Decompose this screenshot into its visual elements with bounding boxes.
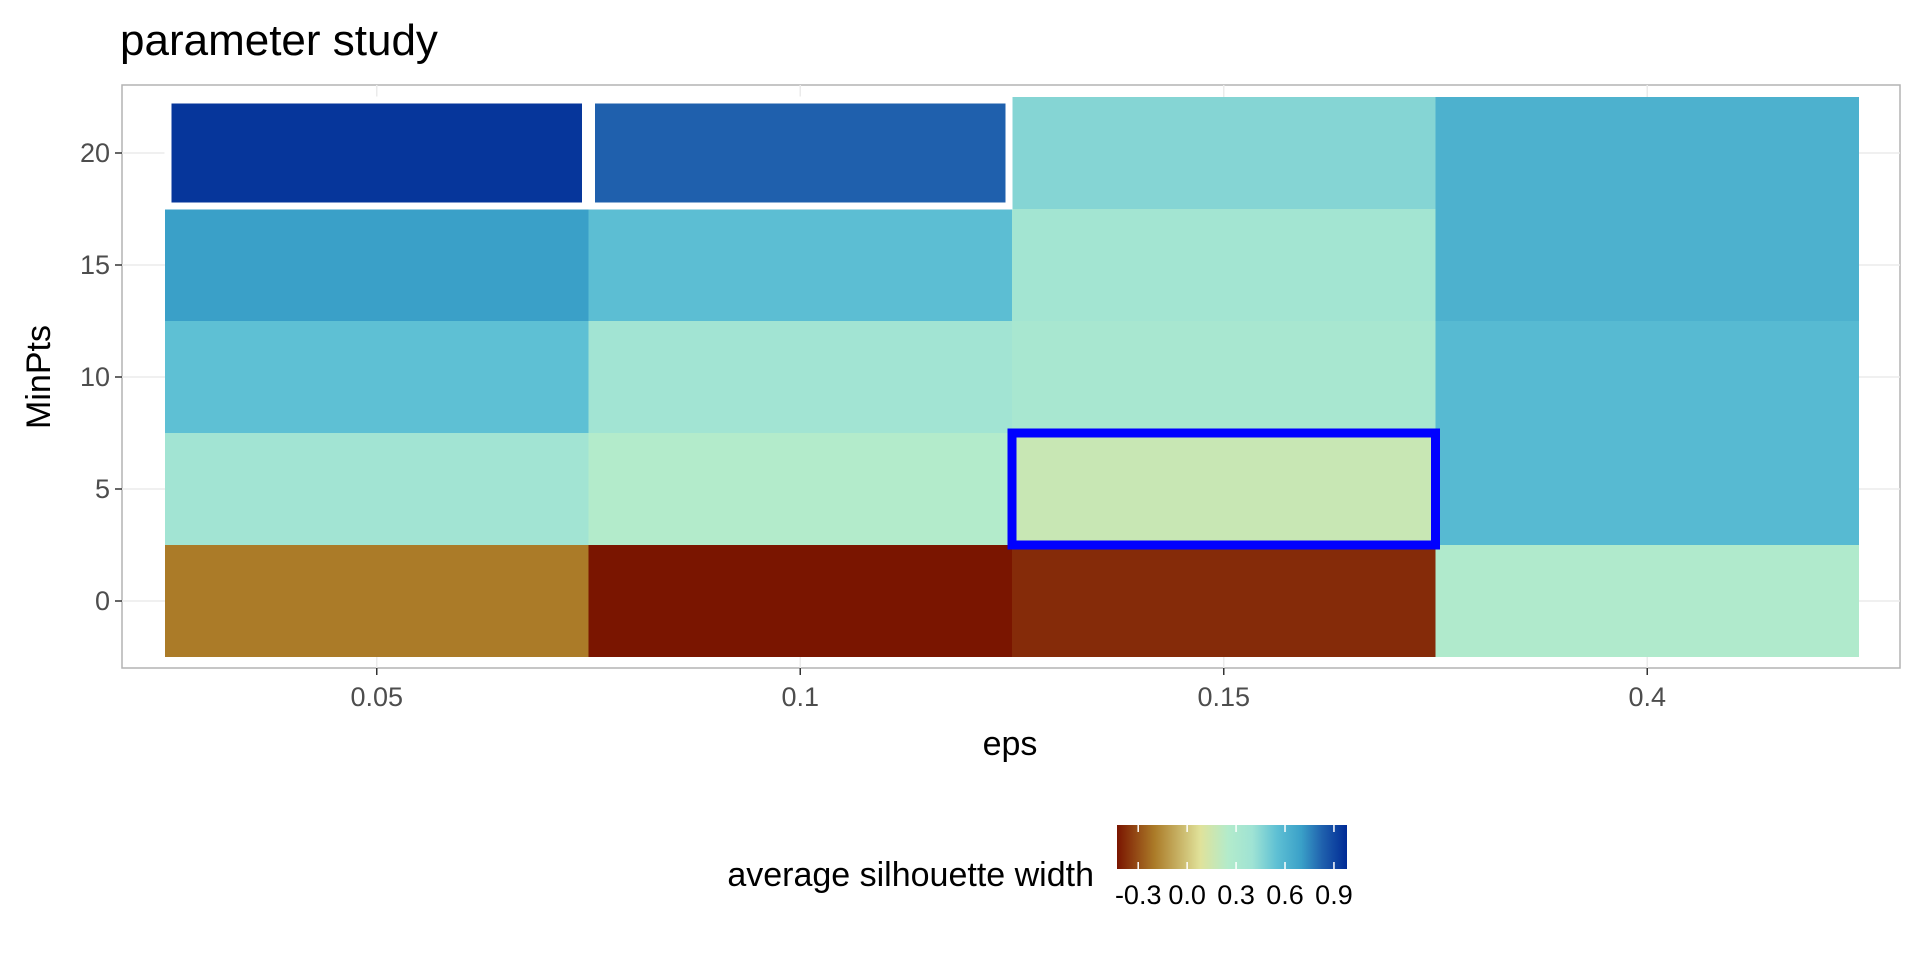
heatmap-cell bbox=[165, 433, 589, 545]
legend-colorbar bbox=[1117, 825, 1347, 869]
heatmap-cell bbox=[1435, 545, 1859, 657]
legend-tick-label: 0.6 bbox=[1266, 880, 1304, 910]
heatmap-cell bbox=[165, 545, 589, 657]
legend-tick-label: 0.3 bbox=[1217, 880, 1255, 910]
heatmap-cell bbox=[165, 209, 589, 321]
legend-ticks: -0.3 0.0 0.3 0.6 0.9 bbox=[1115, 825, 1353, 910]
highlight-box-blue bbox=[1007, 428, 1440, 550]
y-tick-label: 20 bbox=[80, 138, 110, 168]
heatmap-cell bbox=[588, 545, 1012, 657]
heatmap-cells bbox=[165, 97, 1859, 657]
legend-tick-label: -0.3 bbox=[1115, 880, 1162, 910]
heatmap-cell bbox=[588, 321, 1012, 433]
y-tick-label: 15 bbox=[80, 250, 110, 280]
heatmap-cell bbox=[165, 321, 589, 433]
x-tick-label: 0.4 bbox=[1628, 682, 1666, 712]
x-axis-title: eps bbox=[983, 725, 1038, 763]
heatmap-cell bbox=[1435, 321, 1859, 545]
heatmap-cell bbox=[588, 209, 1012, 321]
heatmap-cell bbox=[1012, 545, 1436, 657]
heatmap-cell bbox=[1012, 209, 1436, 321]
highlight-box-white bbox=[588, 96, 1013, 210]
chart-title: parameter study bbox=[120, 16, 438, 65]
y-axis-ticks: 0 5 10 15 20 bbox=[80, 138, 122, 616]
heatmap-cell bbox=[1012, 433, 1436, 545]
y-axis-title: MinPts bbox=[20, 325, 58, 429]
heatmap-cell bbox=[1012, 97, 1436, 209]
heatmap-cell bbox=[1012, 321, 1436, 433]
legend-title: average silhouette width bbox=[727, 856, 1094, 894]
x-tick-label: 0.15 bbox=[1197, 682, 1250, 712]
highlight-boxes bbox=[164, 96, 1440, 550]
y-tick-label: 10 bbox=[80, 362, 110, 392]
highlight-box-white bbox=[164, 96, 589, 210]
heatmap-cell bbox=[588, 97, 1012, 209]
heatmap-cell bbox=[1435, 97, 1859, 321]
y-tick-label: 5 bbox=[95, 474, 110, 504]
y-tick-label: 0 bbox=[95, 586, 110, 616]
legend-tick-label: 0.9 bbox=[1315, 880, 1353, 910]
x-tick-label: 0.05 bbox=[350, 682, 403, 712]
legend-tick-label: 0.0 bbox=[1168, 880, 1206, 910]
x-axis-ticks: 0.05 0.1 0.15 0.4 bbox=[350, 668, 1666, 712]
heatmap-cell bbox=[588, 433, 1012, 545]
heatmap-cell bbox=[165, 97, 589, 209]
x-tick-label: 0.1 bbox=[781, 682, 819, 712]
